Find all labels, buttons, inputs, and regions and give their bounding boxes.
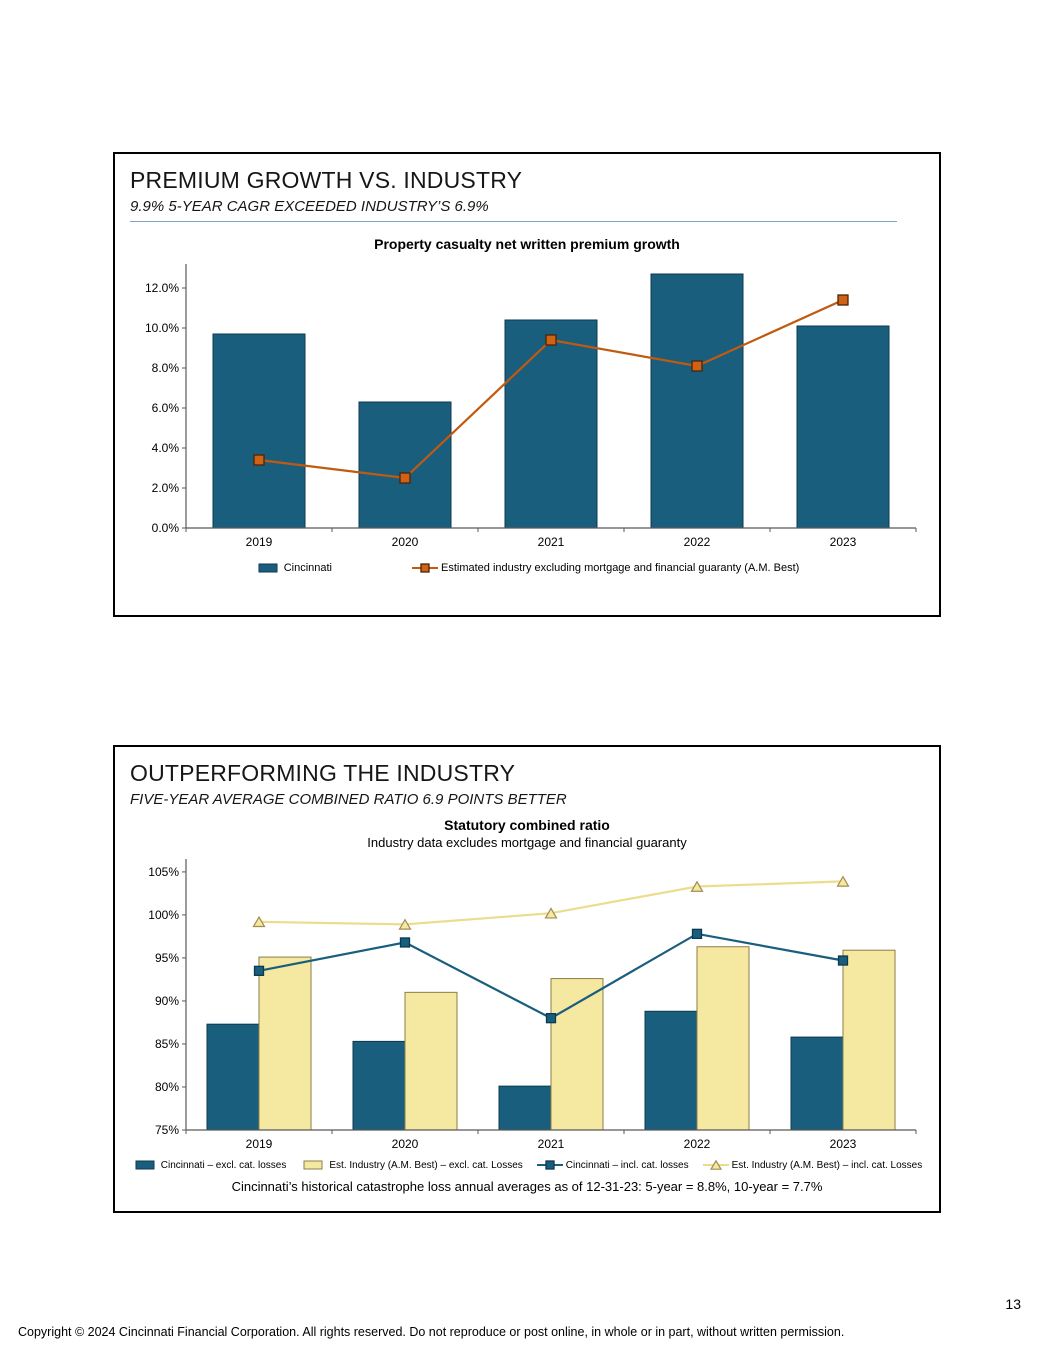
marker xyxy=(691,928,703,939)
line-marker-swatch xyxy=(702,1159,729,1170)
bar xyxy=(790,1036,844,1131)
legend-label: Est. Industry (A.M. Best) – incl. cat. L… xyxy=(731,1159,923,1171)
bar-swatch xyxy=(258,563,278,573)
bar xyxy=(358,401,452,529)
marker xyxy=(544,907,558,919)
bar xyxy=(212,333,306,529)
x-tick-label: 2022 xyxy=(684,535,711,549)
y-tick-label: 105% xyxy=(148,865,179,879)
marker xyxy=(836,875,850,887)
catastrophe-note: Cincinnati’s historical catastrophe loss… xyxy=(231,1179,823,1194)
y-tick-label: 80% xyxy=(155,1080,179,1094)
marker xyxy=(253,965,265,976)
bar xyxy=(650,273,744,529)
legend-label: Cincinnati – incl. cat. losses xyxy=(565,1159,689,1171)
bar xyxy=(550,978,604,1131)
bar xyxy=(206,1023,260,1131)
marker xyxy=(545,1013,557,1024)
y-tick-label: 100% xyxy=(148,908,179,922)
marker xyxy=(837,294,849,306)
bar xyxy=(796,325,890,529)
marker xyxy=(545,334,557,346)
combined-ratio-panel: OUTPERFORMING THE INDUSTRY FIVE-YEAR AVE… xyxy=(113,745,941,1213)
bar xyxy=(696,946,750,1131)
panel-subtitle: FIVE-YEAR AVERAGE COMBINED RATIO 6.9 POI… xyxy=(130,791,567,808)
bar xyxy=(504,319,598,529)
y-tick-label: 90% xyxy=(155,994,179,1008)
x-tick-label: 2023 xyxy=(830,535,857,549)
premium-growth-chart: 0.0% 2.0% 4.0% 6.0% 8.0% 10.0% 12.0% 2019 2020 20… xyxy=(145,264,917,549)
x-tick-label: 2021 xyxy=(538,1137,565,1151)
y-tick-label: 8.0% xyxy=(152,361,180,375)
x-tick-label: 2023 xyxy=(830,1137,857,1151)
bar xyxy=(644,1010,698,1131)
chart-subtitle: Industry data excludes mortgage and fina… xyxy=(367,835,687,850)
legend-item: Cincinnati – incl. cat. losses xyxy=(536,1159,689,1171)
marker xyxy=(398,918,412,930)
chart-title: Statutory combined ratio xyxy=(444,817,610,833)
x-tick-label: 2020 xyxy=(392,535,419,549)
legend-item: Cincinnati xyxy=(255,562,332,574)
y-tick-label: 85% xyxy=(155,1037,179,1051)
bar xyxy=(352,1040,406,1131)
y-tick-label: 6.0% xyxy=(152,401,180,415)
marker xyxy=(399,937,411,948)
bar xyxy=(404,991,458,1131)
bar-swatch xyxy=(135,1160,155,1170)
bar xyxy=(842,949,896,1131)
y-tick-label: 10.0% xyxy=(145,321,179,335)
marker xyxy=(420,563,430,573)
legend-label: Estimated industry excluding mortgage an… xyxy=(441,562,800,574)
bar xyxy=(258,956,312,1131)
marker xyxy=(709,1159,722,1170)
marker xyxy=(253,454,265,466)
marker xyxy=(252,915,266,928)
x-tick-label: 2021 xyxy=(538,535,565,549)
y-tick-label: 0.0% xyxy=(152,521,180,535)
copyright-footer: Copyright © 2024 Cincinnati Financial Co… xyxy=(18,1325,845,1339)
line-marker-swatch xyxy=(412,563,438,573)
legend-label: Est. Industry (A.M. Best) – excl. cat. L… xyxy=(329,1159,523,1171)
chart-title: Property casualty net written premium gr… xyxy=(374,236,680,252)
marker xyxy=(399,472,411,484)
legend-item: Est. Industry (A.M. Best) – incl. cat. L… xyxy=(702,1159,923,1171)
bar-swatch xyxy=(303,1160,323,1170)
divider-rule xyxy=(130,221,897,222)
legend-label: Cincinnati xyxy=(283,562,332,574)
legend-label: Cincinnati – excl. cat. losses xyxy=(160,1159,287,1171)
page-number: 13 xyxy=(1005,1296,1021,1312)
legend-item: Estimated industry excluding mortgage an… xyxy=(412,562,799,574)
marker xyxy=(691,360,703,372)
combined-ratio-legend: Cincinnati – excl. cat. losses Est. Indus… xyxy=(115,1159,939,1171)
panel-title: PREMIUM GROWTH VS. INDUSTRY xyxy=(130,167,523,193)
legend-item: Cincinnati – excl. cat. losses xyxy=(132,1159,287,1171)
x-tick-label: 2020 xyxy=(392,1137,419,1151)
y-tick-label: 75% xyxy=(155,1123,179,1137)
legend-item: Est. Industry (A.M. Best) – excl. cat. L… xyxy=(300,1159,523,1171)
premium-growth-legend: Cincinnati Estimated industry excluding m… xyxy=(115,562,939,574)
bar xyxy=(498,1085,552,1131)
marker xyxy=(837,955,849,966)
x-tick-label: 2022 xyxy=(684,1137,711,1151)
x-tick-label: 2019 xyxy=(246,535,273,549)
y-tick-label: 95% xyxy=(155,951,179,965)
panel-subtitle: 9.9% 5-YEAR CAGR EXCEEDED INDUSTRY’S 6.9… xyxy=(130,198,489,215)
combined-ratio-chart: 75% 80% 85% 90% 95% 100% 105% 2019 2020 2021 2022 2… xyxy=(148,859,917,1151)
panel-title: OUTPERFORMING THE INDUSTRY xyxy=(130,760,516,786)
y-tick-label: 12.0% xyxy=(145,281,179,295)
line-marker-swatch xyxy=(536,1160,563,1170)
marker xyxy=(545,1160,555,1170)
premium-growth-panel: PREMIUM GROWTH VS. INDUSTRY 9.9% 5-YEAR … xyxy=(113,152,941,617)
y-tick-label: 2.0% xyxy=(152,481,180,495)
marker xyxy=(690,880,704,892)
x-tick-label: 2019 xyxy=(246,1137,273,1151)
y-tick-label: 4.0% xyxy=(152,441,180,455)
